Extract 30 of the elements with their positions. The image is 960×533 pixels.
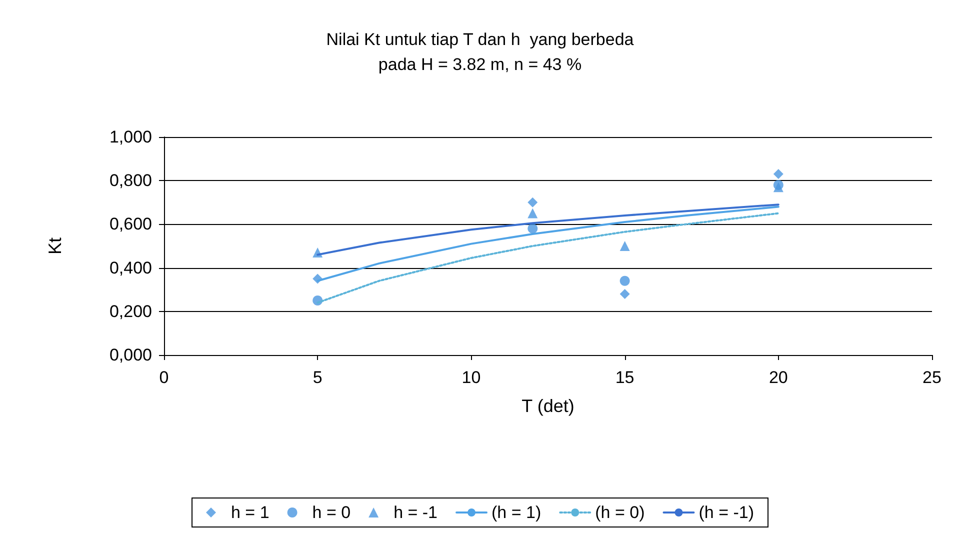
legend-label: h = 1	[231, 503, 270, 522]
y-tick-label: 0,800	[109, 171, 152, 190]
chart-title: Nilai Kt untuk tiap T dan h yang berbeda	[326, 30, 634, 49]
x-tick-label: 25	[922, 368, 942, 387]
point	[773, 182, 784, 192]
legend-label: (h = 1)	[492, 503, 542, 522]
point	[620, 241, 630, 251]
point	[620, 276, 630, 286]
legend-label: h = 0	[312, 503, 351, 522]
y-tick-label: 1,000	[109, 128, 152, 146]
x-tick-label: 0	[159, 368, 169, 387]
legend-label: (h = -1)	[698, 503, 754, 522]
y-tick-label: 0,200	[109, 302, 152, 321]
x-tick-label: 5	[312, 368, 322, 387]
legend-label: h = -1	[394, 503, 438, 522]
x-tick-label: 10	[462, 368, 481, 387]
point	[773, 169, 784, 180]
chart-subtitle: pada H = 3.82 m, n = 43 %	[378, 55, 582, 74]
y-tick-label: 0,600	[109, 214, 152, 234]
y-tick-label: 0,400	[109, 258, 152, 278]
x-tick-label: 20	[768, 368, 788, 387]
y-tick-label: 0,000	[109, 346, 152, 364]
point	[620, 288, 630, 299]
point	[528, 208, 538, 218]
point	[528, 224, 538, 234]
x-tick-label: 15	[615, 368, 634, 387]
legend-label: (h = 0)	[595, 503, 645, 522]
y-axis-title: Kt	[45, 237, 65, 255]
point	[528, 197, 538, 208]
x-axis-title: T (det)	[522, 396, 574, 416]
